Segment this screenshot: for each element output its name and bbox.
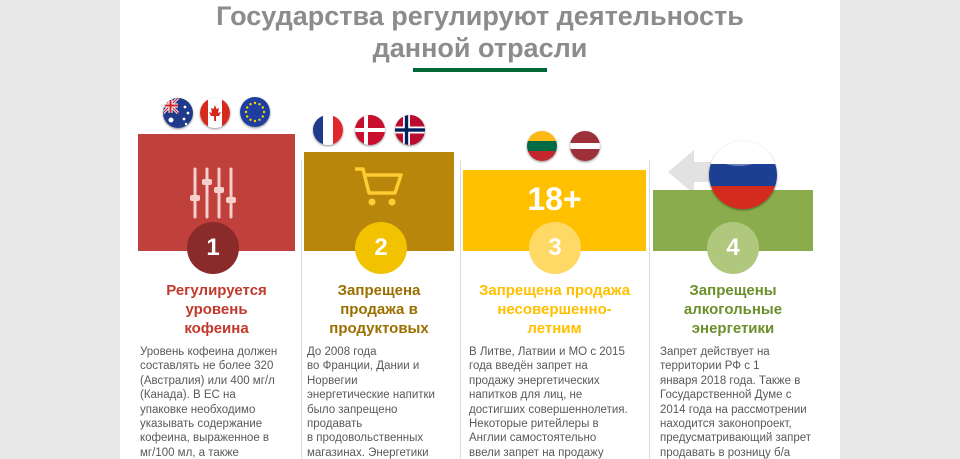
- flag-denmark-icon: [355, 115, 385, 145]
- flag-france-icon: [313, 115, 343, 145]
- card-2-body: До 2008 года во Франции, Дании и Норвеги…: [307, 345, 443, 459]
- body-line: во Франции, Дании и: [307, 360, 420, 373]
- age-limit-label: 18+: [527, 181, 582, 217]
- body-line: магазинах. Энергетики: [307, 446, 429, 459]
- body-line: Некоторые ритейлеры в: [469, 417, 599, 430]
- body-line: упаковке необходимо: [140, 403, 256, 416]
- flag-russia-icon: [709, 141, 777, 209]
- heading-line: энергетики: [691, 320, 775, 337]
- heading-line: кофеина: [184, 320, 249, 337]
- body-line: Запрет действует на: [660, 346, 770, 358]
- body-line: в продовольственных: [307, 432, 424, 445]
- body-line: было запрещено: [307, 403, 398, 416]
- title-underline: [413, 68, 547, 72]
- arrow-left-icon: [668, 150, 738, 194]
- title-line-1: Государства регулируют деятельность: [216, 1, 744, 31]
- card-3-heading: Запрещена продажа несовершенно- летним: [463, 281, 646, 338]
- step-number-2: 2: [355, 222, 407, 274]
- title-line-2: данной отрасли: [372, 33, 588, 63]
- body-line: продавать в розницу б/а: [660, 446, 791, 459]
- body-line: энергетические напитки: [307, 389, 435, 402]
- body-line: напитков для лиц, не: [469, 389, 583, 402]
- heading-line: летним: [527, 320, 582, 337]
- flag-latvia-icon: [570, 131, 600, 161]
- body-line: ввели запрет на продажу: [469, 446, 604, 459]
- body-line: В Литве, Латвии и МО с 2015: [469, 346, 625, 358]
- body-line: года введён запрет на: [469, 360, 588, 373]
- step-number-3: 3: [529, 222, 581, 274]
- slide: Государства регулируют деятельность данн…: [120, 0, 840, 459]
- card-4-heading: Запрещены алкогольные энергетики: [653, 281, 813, 338]
- body-line: территории РФ с 1: [660, 360, 760, 373]
- body-line: указывать содержание: [140, 417, 263, 430]
- body-line: продажу энергетических: [469, 374, 600, 387]
- flag-lithuania-icon: [527, 131, 557, 161]
- card-3-body: В Литве, Латвии и МО с 2015 года введён …: [469, 345, 641, 459]
- heading-line: алкогольные: [683, 301, 783, 318]
- heading-line: несовершенно-: [497, 301, 612, 318]
- flag-canada-icon: [200, 98, 230, 128]
- heading-line: продуктовых: [329, 320, 429, 337]
- body-line: (Австралия) или 400 мг/л: [140, 374, 275, 387]
- body-line: составлять не более 320: [140, 360, 274, 373]
- heading-line: уровень: [185, 301, 248, 318]
- body-line: мг/100 мл, а также: [140, 446, 239, 459]
- card-1-body: Уровень кофеина должен составлять не бол…: [140, 345, 288, 459]
- body-line: Государственной Думе с: [660, 389, 792, 402]
- body-line: До 2008 года: [307, 346, 377, 358]
- body-line: 2014 года на рассмотрении: [660, 403, 807, 416]
- heading-line: Регулируется: [166, 282, 267, 299]
- body-line: Уровень кофеина должен: [140, 346, 278, 358]
- card-1-heading: Регулируется уровень кофеина: [138, 281, 295, 338]
- body-line: достигших совершеннолетия.: [469, 403, 628, 416]
- body-line: продавать: [307, 417, 363, 430]
- body-line: находится законопроект,: [660, 417, 792, 430]
- slide-title: Государства регулируют деятельность данн…: [120, 0, 840, 64]
- column-divider: [460, 160, 461, 459]
- body-line: (Канада). В ЕС на: [140, 389, 236, 402]
- body-line: кофеина, выраженное в: [140, 432, 270, 445]
- shopping-cart-icon: [355, 166, 403, 205]
- column-divider: [301, 160, 302, 459]
- flag-norway-icon: [395, 115, 425, 145]
- body-line: предусматривающий запрет: [660, 432, 812, 445]
- heading-line: Запрещена продажа: [478, 282, 631, 299]
- card-2-heading: Запрещена продажа в продуктовых: [304, 281, 454, 338]
- card-4-body: Запрет действует на территории РФ с 1 ян…: [660, 345, 823, 459]
- step-number-4: 4: [707, 222, 759, 274]
- body-line: января 2018 года. Также в: [660, 374, 801, 387]
- step-number-1: 1: [187, 222, 239, 274]
- body-line: Англии самостоятельно: [469, 432, 597, 445]
- heading-line: Запрещены: [689, 282, 777, 299]
- heading-line: Запрещена: [337, 282, 421, 299]
- flag-australia-icon: [163, 98, 193, 128]
- column-divider: [649, 160, 650, 459]
- body-line: Норвегии: [307, 374, 358, 387]
- sliders-icon: [189, 167, 236, 218]
- flag-eu-icon: [240, 97, 270, 127]
- heading-line: продажа в: [340, 301, 418, 318]
